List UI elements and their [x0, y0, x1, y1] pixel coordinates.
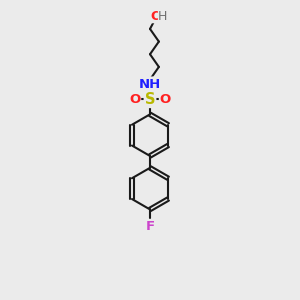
Text: O: O — [129, 93, 140, 106]
Text: O: O — [150, 10, 162, 22]
Text: NH: NH — [139, 77, 161, 91]
Text: O: O — [160, 93, 171, 106]
Text: S: S — [145, 92, 155, 107]
Text: H: H — [158, 10, 167, 22]
Text: F: F — [146, 220, 154, 233]
